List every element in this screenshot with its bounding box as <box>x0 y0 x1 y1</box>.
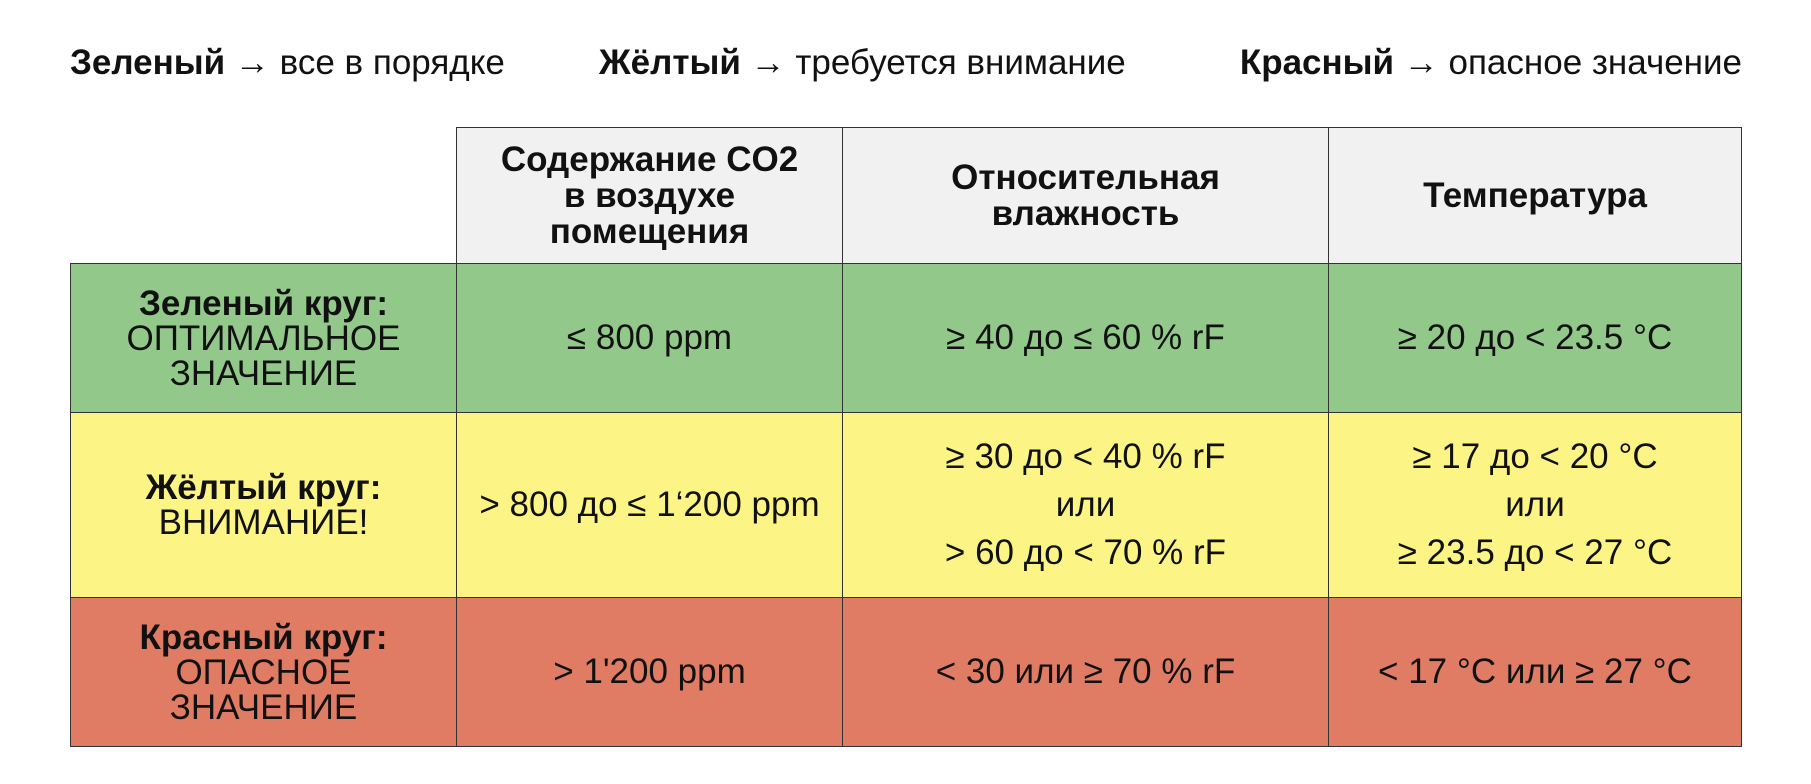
legend-meaning: требуется внимание <box>795 43 1126 82</box>
header-line: Относительная <box>951 157 1220 197</box>
row-header-red: Красный круг: ОПАСНОЕ ЗНАЧЕНИЕ <box>70 597 457 747</box>
cell-value-line: < 17 °C или ≥ 27 °C <box>1378 652 1692 691</box>
header-temperature: Температура <box>1328 127 1742 264</box>
row-subtitle-line: ОПТИМАЛЬНОЕ <box>126 318 401 358</box>
color-legend: Зеленый → все в порядке Жёлтый → требует… <box>70 40 1742 86</box>
header-line: Температура <box>1423 175 1647 215</box>
cell-value-line: < 30 или ≥ 70 % rF <box>935 652 1236 691</box>
cell-temperature-yellow: ≥ 17 до < 20 °C или ≥ 23.5 до < 27 °C <box>1328 412 1742 598</box>
cell-co2-red: > 1'200 ppm <box>456 597 843 747</box>
legend-meaning: все в порядке <box>279 43 505 82</box>
legend-green: Зеленый → все в порядке <box>70 40 505 86</box>
row-subtitle-line: ЗНАЧЕНИЕ <box>169 353 358 393</box>
legend-color-name: Красный <box>1239 43 1395 82</box>
header-line: помещения <box>549 211 750 251</box>
cell-value-line: ≥ 30 до < 40 % rF <box>945 437 1226 476</box>
legend-meaning: опасное значение <box>1448 43 1742 82</box>
header-co2: Содержание CO2 в воздухе помещения <box>456 127 843 264</box>
legend-arrow: → <box>234 43 270 82</box>
cell-value-line: ≥ 17 до < 20 °C <box>1412 437 1658 476</box>
air-quality-table: Содержание CO2 в воздухе помещения Относ… <box>70 127 1742 747</box>
row-subtitle-line: ОПАСНОЕ <box>175 652 352 692</box>
header-humidity: Относительная влажность <box>842 127 1329 264</box>
header-line: влажность <box>991 193 1180 233</box>
cell-value-line: > 800 до ≤ 1‘200 ppm <box>479 485 820 524</box>
cell-value-line: ≥ 40 до ≤ 60 % rF <box>946 318 1225 357</box>
row-subtitle-line: ВНИМАНИЕ! <box>158 503 369 542</box>
cell-value-line: или <box>1055 485 1116 524</box>
legend-yellow: Жёлтый → требуется внимание <box>599 40 1126 86</box>
row-title: Зеленый круг: <box>138 283 389 323</box>
legend-arrow: → <box>750 43 786 82</box>
row-header-yellow: Жёлтый круг: ВНИМАНИЕ! <box>70 412 457 598</box>
row-title: Красный круг: <box>139 617 388 657</box>
header-line: Содержание CO2 <box>500 139 799 179</box>
cell-value-line: > 1'200 ppm <box>553 652 746 691</box>
legend-red: Красный → опасное значение <box>1240 40 1742 86</box>
cell-humidity-green: ≥ 40 до ≤ 60 % rF <box>842 263 1329 413</box>
cell-value-line: > 60 до < 70 % rF <box>944 533 1227 572</box>
cell-co2-green: ≤ 800 ppm <box>456 263 843 413</box>
cell-humidity-red: < 30 или ≥ 70 % rF <box>842 597 1329 747</box>
row-header-green: Зеленый круг: ОПТИМАЛЬНОЕ ЗНАЧЕНИЕ <box>70 263 457 413</box>
header-line: в воздухе <box>563 175 736 215</box>
cell-value-line: или <box>1505 485 1565 524</box>
cell-temperature-red: < 17 °C или ≥ 27 °C <box>1328 597 1742 747</box>
cell-value-line: ≥ 23.5 до < 27 °C <box>1397 533 1673 572</box>
legend-arrow: → <box>1403 43 1439 82</box>
legend-color-name: Жёлтый <box>599 43 741 82</box>
cell-value-line: ≥ 20 до < 23.5 °C <box>1397 318 1673 357</box>
row-subtitle-line: ЗНАЧЕНИЕ <box>169 687 358 727</box>
cell-co2-yellow: > 800 до ≤ 1‘200 ppm <box>456 412 843 598</box>
cell-humidity-yellow: ≥ 30 до < 40 % rF или > 60 до < 70 % rF <box>842 412 1329 598</box>
row-title: Жёлтый круг: <box>145 468 382 507</box>
cell-temperature-green: ≥ 20 до < 23.5 °C <box>1328 263 1742 413</box>
legend-color-name: Зеленый <box>70 43 226 82</box>
cell-value-line: ≤ 800 ppm <box>566 318 733 357</box>
